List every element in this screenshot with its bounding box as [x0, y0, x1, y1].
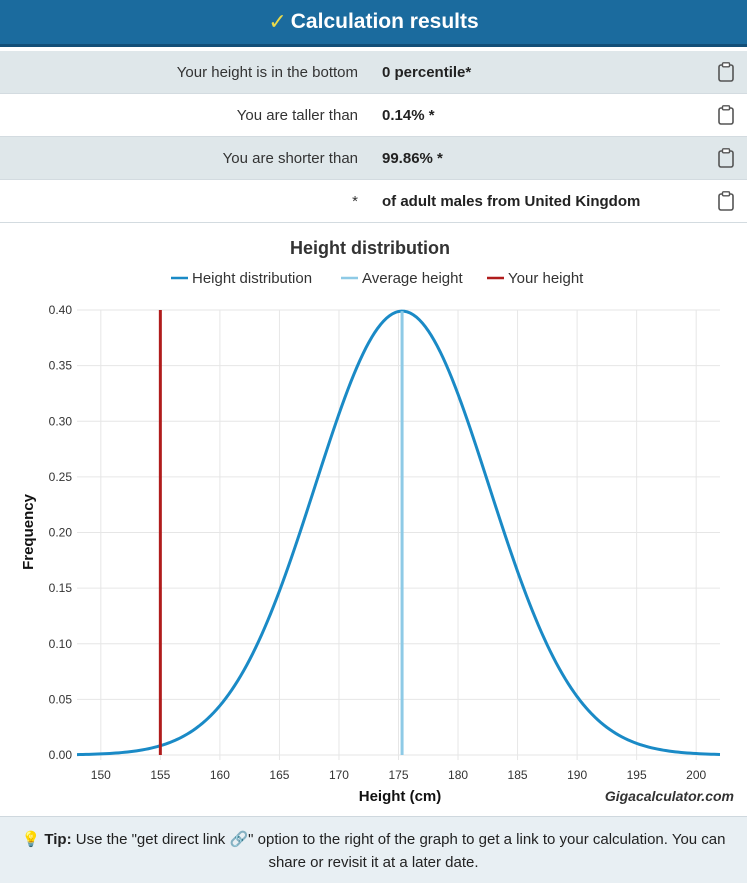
chart-title: Height distribution — [290, 238, 450, 258]
result-label: * — [352, 192, 358, 210]
results-title: Calculation results — [290, 10, 479, 33]
legend-label-average[interactable]: Average height — [362, 270, 463, 287]
y-tick-label: 0.20 — [49, 526, 73, 540]
legend-label-distribution[interactable]: Height distribution — [192, 270, 312, 287]
y-tick-label: 0.40 — [49, 303, 73, 317]
x-tick-label: 150 — [91, 768, 111, 782]
result-value: of adult males from United Kingdom — [382, 192, 641, 210]
clipboard-icon[interactable] — [718, 191, 734, 211]
chart-svg: Height distribution Height distribution … — [20, 238, 734, 805]
y-tick-label: 0.10 — [49, 637, 73, 651]
result-row-taller: You are taller than 0.14% * — [0, 94, 747, 137]
chart-grid — [77, 309, 720, 760]
lightbulb-icon: 💡 — [21, 831, 41, 848]
x-tick-label: 200 — [686, 768, 706, 782]
y-axis-label: Frequency — [20, 493, 37, 570]
chart-credit[interactable]: Gigacalculator.com — [605, 788, 734, 804]
tip-text-before: Use the "get direct link — [71, 831, 230, 848]
tip-box: 💡 Tip: Use the "get direct link 🔗" optio… — [0, 816, 747, 883]
clipboard-icon[interactable] — [718, 148, 734, 168]
result-value: 99.86% * — [382, 149, 443, 167]
result-row-population: * of adult males from United Kingdom — [0, 180, 747, 223]
height-distribution-curve — [76, 309, 721, 757]
height-distribution-chart: Height distribution Height distribution … — [0, 226, 747, 814]
y-tick-label: 0.00 — [49, 748, 73, 762]
x-tick-label: 165 — [269, 768, 289, 782]
x-tick-label: 155 — [150, 768, 170, 782]
legend-label-your-height[interactable]: Your height — [508, 270, 584, 287]
x-axis-label: Height (cm) — [359, 788, 442, 805]
check-icon: ✓ — [268, 9, 287, 34]
y-tick-label: 0.30 — [49, 414, 73, 428]
result-label: Your height is in the bottom — [176, 63, 358, 81]
result-value: 0.14% * — [382, 106, 435, 124]
x-tick-label: 195 — [627, 768, 647, 782]
x-axis-ticks: 150 155 160 165 170 175 180 185 190 195 200 — [91, 768, 707, 782]
result-row-percentile: Your height is in the bottom 0 percentil… — [0, 51, 747, 94]
clipboard-icon[interactable] — [718, 62, 734, 82]
x-tick-label: 185 — [508, 768, 528, 782]
x-tick-label: 170 — [329, 768, 349, 782]
results-table: Your height is in the bottom 0 percentil… — [0, 51, 747, 223]
result-row-shorter: You are shorter than 99.86% * — [0, 137, 747, 180]
clipboard-icon[interactable] — [718, 105, 734, 125]
x-tick-label: 180 — [448, 768, 468, 782]
x-tick-label: 160 — [210, 768, 230, 782]
link-icon: 🔗 — [229, 831, 249, 848]
tip-label: Tip: — [44, 831, 72, 848]
y-axis-ticks: 0.00 0.05 0.10 0.15 0.20 0.25 0.30 0.35 0.40 — [49, 303, 73, 762]
result-label: You are taller than — [236, 106, 358, 124]
x-tick-label: 175 — [388, 768, 408, 782]
results-header: ✓ Calculation results — [0, 0, 747, 47]
tip-text-after: " option to the right of the graph to ge… — [248, 831, 726, 871]
result-value: 0 percentile* — [382, 63, 472, 81]
y-tick-label: 0.15 — [49, 581, 73, 595]
y-tick-label: 0.25 — [49, 470, 73, 484]
y-tick-label: 0.05 — [49, 692, 73, 706]
y-tick-label: 0.35 — [49, 359, 73, 373]
result-label: You are shorter than — [222, 149, 358, 167]
chart-legend: Height distribution Average height Your … — [171, 270, 584, 287]
x-tick-label: 190 — [567, 768, 587, 782]
